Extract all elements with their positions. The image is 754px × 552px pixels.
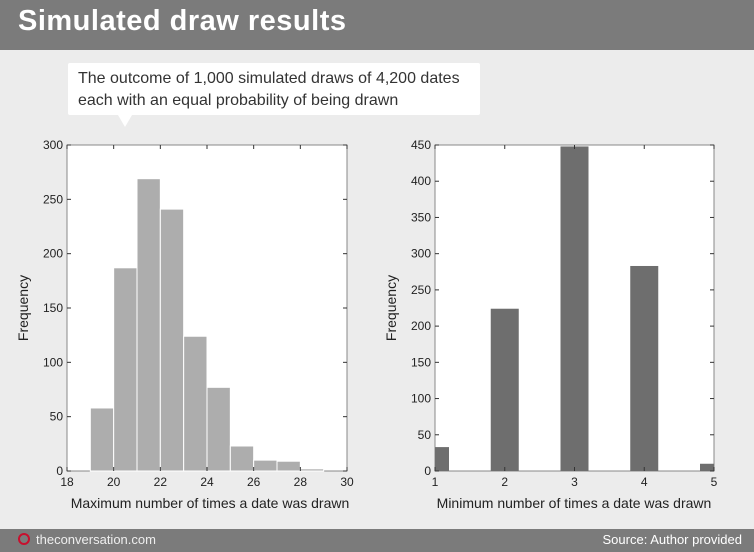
callout-line-2: each with an equal probability of being … [78, 92, 399, 109]
right-x-axis-label: Minimum number of times a date was drawn [437, 495, 712, 511]
left-x-tick-label: 30 [340, 475, 354, 489]
left-bar [159, 208, 185, 472]
right-y-tick-label: 350 [411, 210, 431, 224]
page-title: Simulated draw results [18, 5, 347, 37]
callout-pointer [118, 115, 132, 127]
right-y-tick-label: 50 [418, 428, 432, 442]
left-y-tick-label: 150 [43, 301, 63, 315]
left-x-tick-label: 24 [200, 475, 214, 489]
left-y-tick-label: 100 [43, 355, 63, 369]
footer-bar: theconversation.com Source: Author provi… [0, 529, 754, 552]
left-x-tick-label: 28 [294, 475, 308, 489]
left-x-tick-label: 26 [247, 475, 261, 489]
right-x-tick-label: 4 [641, 475, 648, 489]
right-bar [630, 265, 659, 471]
right-bar [700, 463, 714, 471]
left-y-tick-label: 0 [56, 464, 63, 478]
right-y-tick-label: 0 [424, 464, 431, 478]
left-y-axis-label: Frequency [15, 275, 31, 341]
right-y-tick-label: 400 [411, 174, 431, 188]
right-y-tick-label: 450 [411, 138, 431, 152]
left-x-axis-label: Maximum number of times a date was drawn [71, 495, 350, 511]
left-y-tick-label: 250 [43, 192, 63, 206]
left-x-tick-label: 20 [107, 475, 121, 489]
left-bar [276, 460, 301, 472]
right-y-tick-label: 200 [411, 319, 431, 333]
footer-brand: theconversation.com [36, 532, 156, 547]
right-bar [435, 447, 449, 471]
left-y-tick-label: 300 [43, 138, 63, 152]
right-y-tick-label: 250 [411, 283, 431, 297]
left-bar [89, 407, 115, 472]
left-bar [299, 468, 325, 472]
right-y-tick-label: 100 [411, 392, 431, 406]
left-y-tick-label: 50 [50, 410, 64, 424]
header-bar: Simulated draw results [0, 0, 754, 50]
footer-source: Source: Author provided [602, 532, 742, 547]
right-x-tick-label: 3 [571, 475, 578, 489]
annotation-callout: The outcome of 1,000 simulated draws of … [68, 63, 480, 115]
callout-line-1: The outcome of 1,000 simulated draws of … [78, 70, 460, 87]
left-bar [183, 335, 208, 472]
right-x-tick-label: 5 [711, 475, 718, 489]
left-x-tick-label: 22 [154, 475, 168, 489]
conversation-logo-icon [18, 533, 30, 545]
right-y-axis-label: Frequency [383, 275, 399, 341]
right-y-tick-label: 300 [411, 247, 431, 261]
left-bar [206, 386, 231, 472]
left-bar [229, 445, 255, 472]
right-bar [490, 308, 519, 471]
right-x-tick-label: 1 [432, 475, 439, 489]
left-bar [253, 459, 278, 472]
left-y-tick-label: 200 [43, 247, 63, 261]
left-x-tick-label: 18 [60, 475, 74, 489]
right-x-tick-label: 2 [501, 475, 508, 489]
left-bar [113, 267, 138, 472]
left-bar [136, 178, 161, 472]
right-y-tick-label: 150 [411, 355, 431, 369]
right-bar [560, 146, 589, 471]
